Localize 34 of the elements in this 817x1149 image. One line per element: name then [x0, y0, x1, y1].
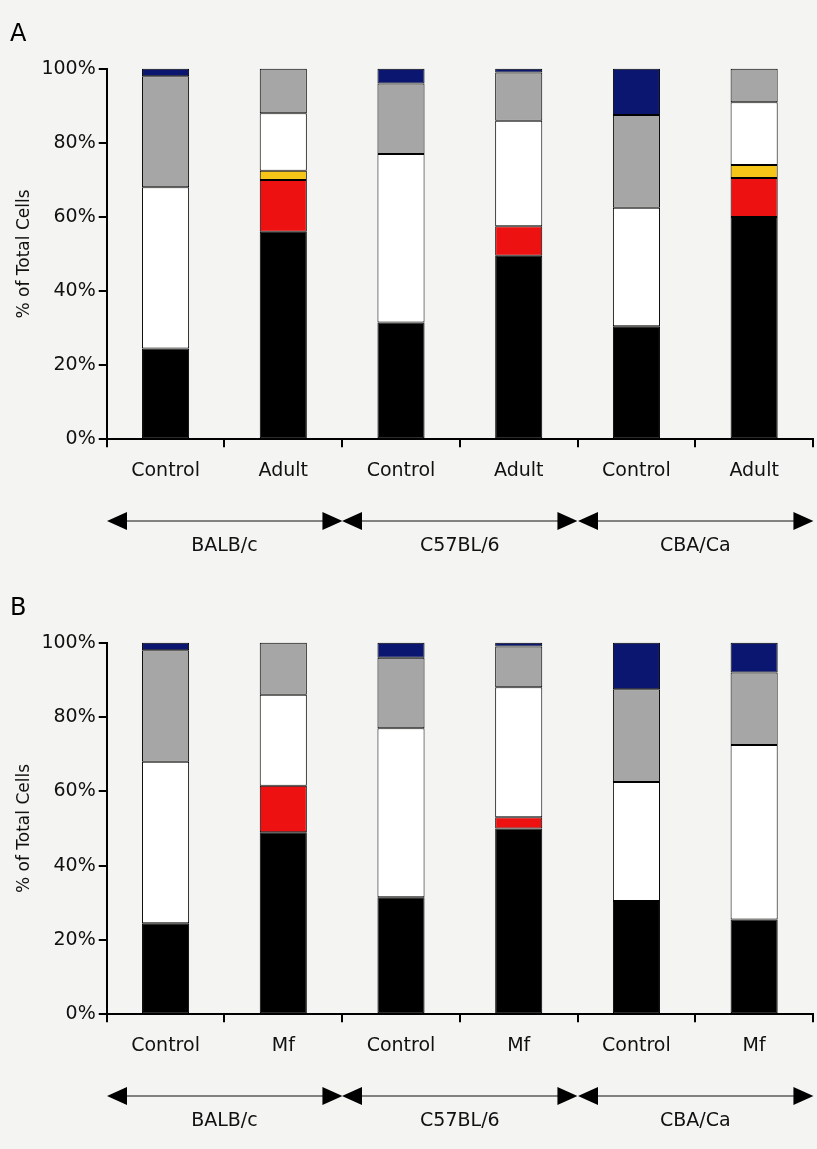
y-tick-label: 20%	[53, 352, 96, 375]
text: BALB/c	[190, 1108, 259, 1131]
x-tick-label: Control	[602, 1032, 671, 1055]
x-tick-label: Adult	[493, 457, 544, 480]
text: C57BL/6	[419, 1108, 501, 1131]
y-axis-title: % of Total Cells	[12, 189, 33, 319]
x-tick-label: Control	[131, 457, 200, 480]
y-tick-label: 40%	[53, 852, 96, 875]
x-tick-label: Control	[131, 1032, 200, 1055]
y-tick-label: 0%	[65, 1001, 96, 1024]
chart-title: B	[10, 592, 27, 621]
x-tick-label: Mf	[271, 1032, 297, 1055]
x-tick-label: Adult	[729, 457, 779, 480]
y-tick-label: 80%	[53, 129, 96, 152]
y-tick-label: 60%	[53, 203, 96, 226]
x-tick-label: Adult	[258, 457, 309, 480]
x-tick-label: Control	[602, 457, 671, 480]
text: CBA/Ca	[658, 1108, 732, 1131]
x-tick-label: Control	[366, 457, 436, 480]
text: BALB/c	[190, 533, 259, 556]
y-tick-label: 100%	[41, 629, 96, 652]
y-tick-label: 100%	[41, 55, 96, 78]
chart-title: A	[10, 18, 27, 47]
text: CBA/Ca	[658, 533, 732, 556]
y-axis-title: % of Total Cells	[12, 763, 33, 894]
text: C57BL/6	[419, 533, 501, 556]
y-tick-label: 20%	[53, 926, 96, 949]
x-tick-label: Mf	[507, 1032, 532, 1055]
y-tick-label: 60%	[53, 778, 96, 801]
y-tick-label: 80%	[53, 704, 96, 727]
y-tick-label: 40%	[53, 277, 96, 300]
x-tick-label: Mf	[742, 1032, 767, 1055]
y-tick-label: 0%	[65, 426, 96, 449]
x-tick-label: Control	[366, 1032, 436, 1055]
